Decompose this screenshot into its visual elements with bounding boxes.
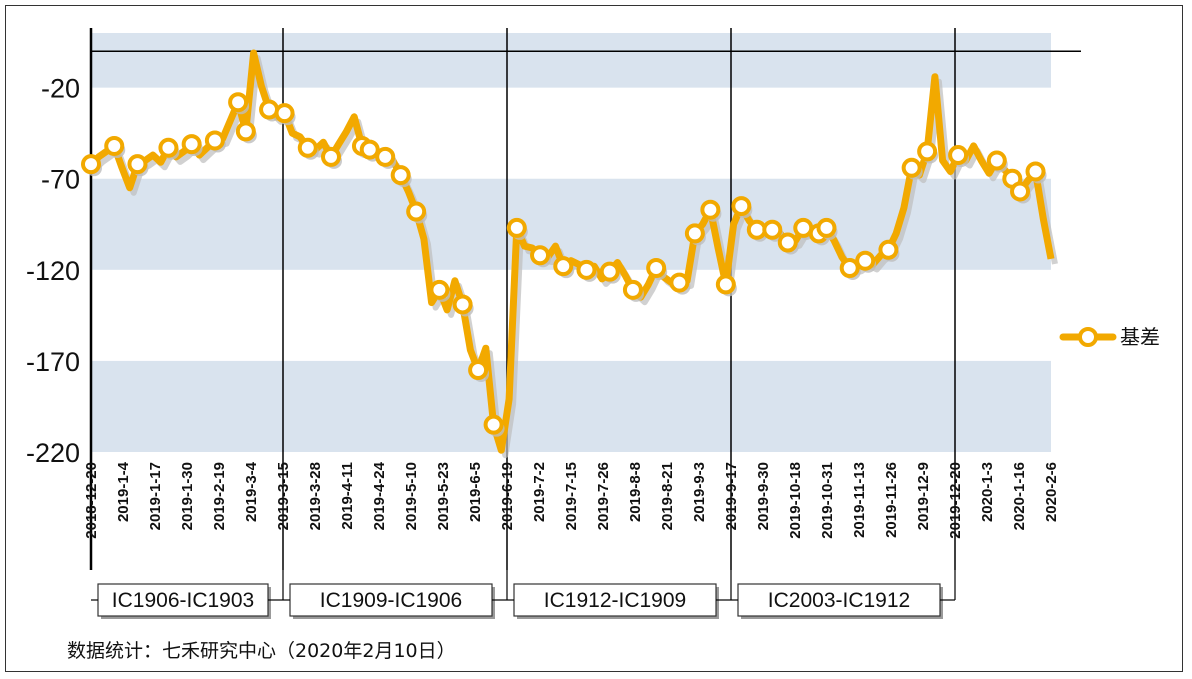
x-tick-label: 2019-10-31: [819, 462, 836, 539]
y-tick-label: -120: [26, 256, 80, 286]
x-tick-label: 2019-4-24: [371, 461, 388, 530]
data-point: [429, 279, 450, 300]
x-tick-label: 2019-10-18: [787, 462, 804, 539]
data-point: [917, 141, 938, 162]
legend: 基差: [1059, 325, 1160, 349]
x-tick-label: 2019-3-4: [243, 461, 260, 522]
data-point: [104, 135, 125, 156]
x-tick-label: 2020-1-16: [1011, 462, 1028, 530]
data-point: [483, 414, 504, 435]
data-point: [359, 139, 380, 160]
x-tick-label: 2019-3-15: [275, 462, 292, 530]
data-point: [878, 239, 899, 260]
data-point: [375, 146, 396, 167]
legend-swatch-marker: [1078, 327, 1098, 347]
legend-label-basis: 基差: [1120, 325, 1160, 349]
data-point: [901, 157, 922, 178]
data-point: [506, 217, 527, 238]
data-point: [235, 121, 256, 142]
x-tick-label: 2019-1-30: [179, 462, 196, 530]
data-point: [839, 258, 860, 279]
chart-frame: [5, 5, 1183, 672]
data-point: [1010, 181, 1031, 202]
x-tick-label: 2019-7-2: [531, 462, 548, 522]
data-point: [553, 256, 574, 277]
data-point: [669, 272, 690, 293]
data-point: [259, 99, 280, 120]
data-point: [81, 154, 101, 175]
data-point: [762, 219, 783, 240]
grid-band-0: [91, 360, 1051, 452]
x-tick-label: 2019-5-10: [403, 462, 420, 530]
data-point: [321, 146, 341, 167]
x-tick-label: 2019-7-15: [563, 462, 580, 530]
series-markers: [81, 92, 1047, 437]
x-tick-label: 2019-9-17: [723, 462, 740, 530]
x-tick-label: 2020-1-3: [979, 462, 996, 522]
data-point: [158, 137, 179, 158]
x-tick-label: 2019-9-30: [755, 462, 772, 530]
data-point: [622, 279, 643, 300]
data-point: [530, 245, 551, 266]
x-tick-label: 2018-12-20: [83, 462, 100, 539]
y-tick-label: -70: [41, 165, 80, 195]
data-point: [816, 217, 837, 238]
contract-label: IC1909-IC1906: [320, 589, 462, 612]
x-tick-label: 2019-6-19: [499, 462, 516, 530]
data-point: [204, 130, 225, 151]
contract-period-labels: IC1906-IC1903 IC1909-IC1906 IC1912-IC1909 I…: [91, 570, 956, 619]
data-point: [406, 201, 427, 222]
x-tick-label: 2019-3-28: [307, 462, 324, 530]
data-point: [731, 196, 752, 217]
data-point: [777, 232, 798, 253]
x-tick-label: 2019-5-23: [435, 462, 452, 530]
data-point: [715, 274, 736, 295]
x-tick-label: 2019-4-11: [339, 462, 356, 530]
contract-label: IC2003-IC1912: [768, 589, 910, 612]
data-point: [855, 250, 876, 271]
x-tick-label: 2019-12-20: [947, 462, 964, 539]
data-point: [390, 165, 411, 186]
data-point: [468, 360, 489, 381]
data-point: [228, 92, 249, 113]
data-point: [274, 103, 295, 124]
data-point: [684, 223, 705, 244]
data-point: [181, 134, 202, 155]
grid-band-2: [91, 33, 1051, 88]
data-point: [452, 294, 473, 315]
contract-label: IC1906-IC1903: [112, 589, 254, 612]
data-point: [127, 154, 148, 175]
x-tick-label: 2019-12-9: [915, 462, 932, 530]
x-tick-label: 2020-2-6: [1043, 462, 1060, 522]
contract-box: [289, 583, 493, 617]
x-axis: 2018-12-20 2019-1-4 2019-1-17 2019-1-30 2019…: [83, 461, 1060, 538]
x-tick-label: 2019-1-4: [115, 461, 132, 522]
y-tick-label: -20: [41, 74, 80, 104]
x-tick-label: 2019-7-26: [595, 462, 612, 530]
x-tick-label: 2019-11-26: [883, 462, 900, 538]
data-point: [599, 261, 620, 282]
data-point: [700, 199, 721, 220]
x-tick-label: 2019-9-3: [691, 462, 708, 522]
data-point: [986, 150, 1007, 171]
data-point: [646, 258, 667, 279]
x-tick-label: 2019-1-17: [147, 462, 164, 530]
x-tick-label: 2019-6-5: [467, 462, 484, 522]
data-point: [948, 145, 969, 166]
x-tick-label: 2019-8-21: [659, 462, 676, 530]
x-tick-label: 2019-8-8: [627, 462, 644, 522]
contract-label: IC1912-IC1909: [544, 589, 686, 612]
y-axis: -20 -70 -120 -170 -220: [26, 74, 80, 468]
source-note: 数据统计：七禾研究中心（2020年2月10日）: [67, 640, 456, 662]
data-point: [297, 137, 318, 158]
x-tick-label: 2019-11-13: [851, 462, 868, 538]
y-tick-label: -220: [26, 438, 80, 468]
y-tick-label: -170: [26, 347, 80, 377]
data-point: [576, 259, 597, 280]
data-point: [1025, 161, 1046, 182]
x-tick-label: 2019-2-19: [211, 462, 228, 530]
